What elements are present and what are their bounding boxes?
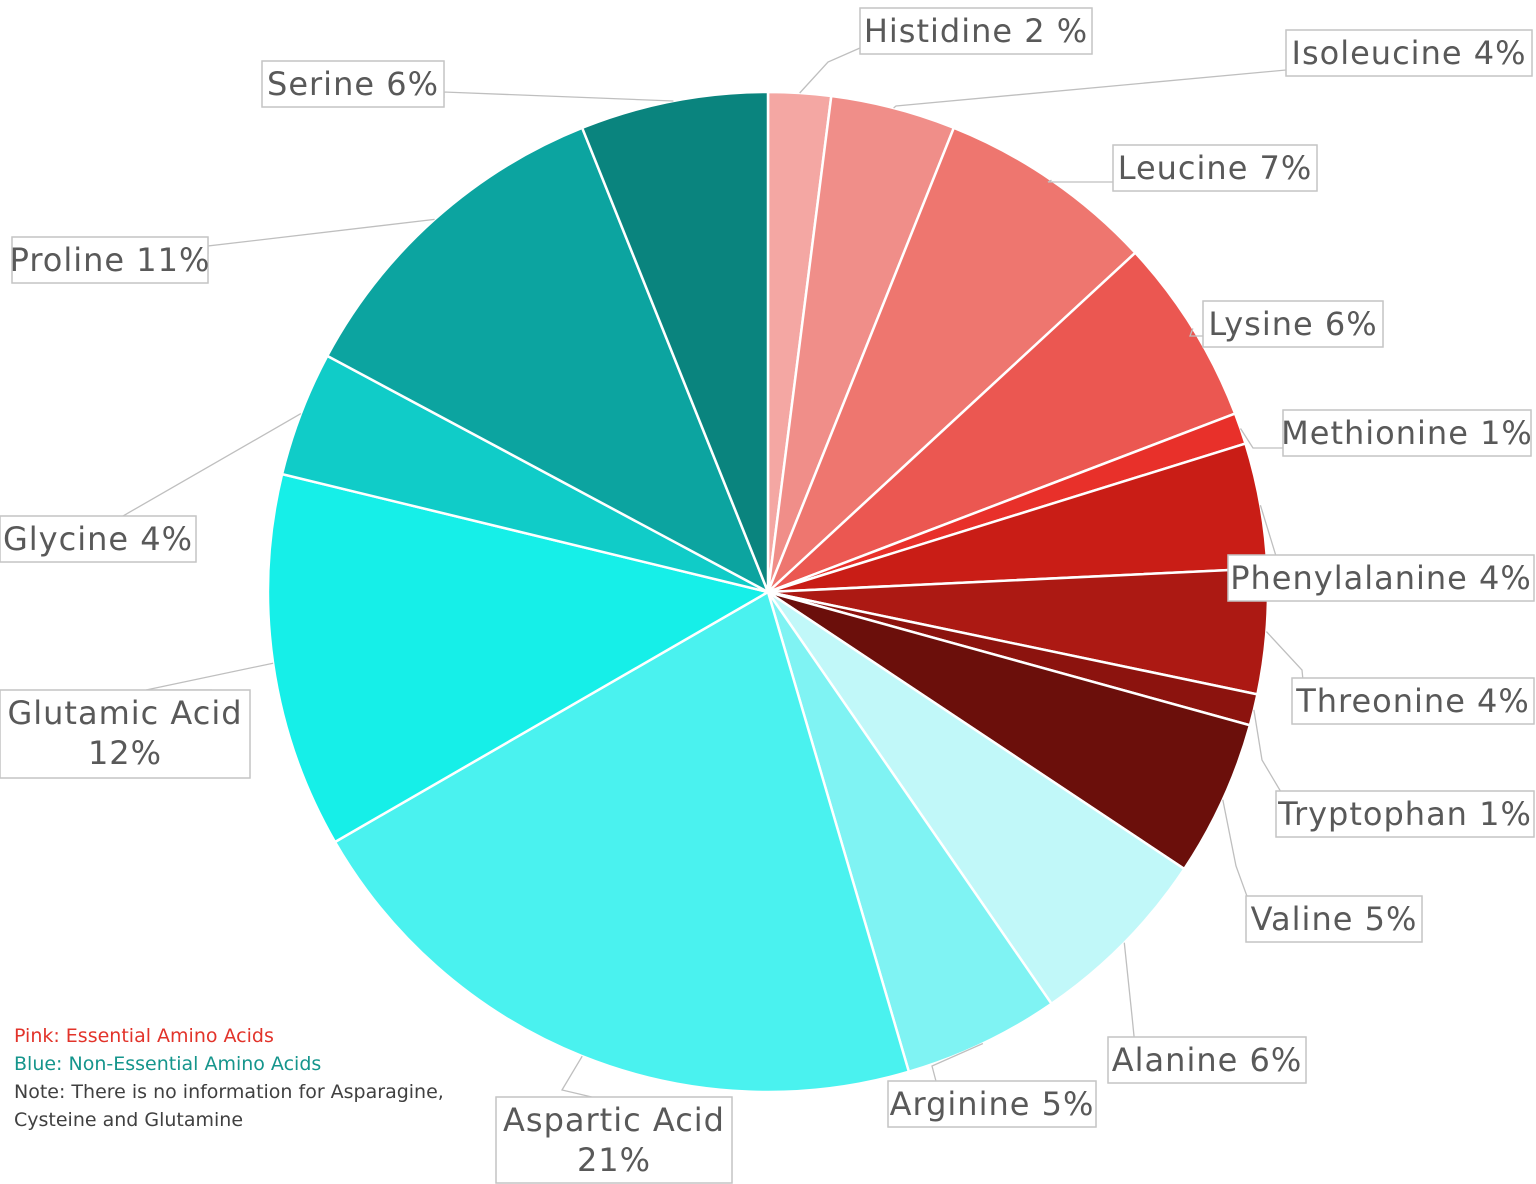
slice-label: Lysine 6%	[1202, 300, 1384, 348]
pie-slices	[266, 90, 1270, 1094]
label-text: Valine 5%	[1251, 900, 1418, 938]
slice-label: Arginine 5%	[887, 1080, 1097, 1128]
missing-data-note: Note: There is no information for Aspara…	[14, 1081, 444, 1131]
slice-label: Isoleucine 4%	[1285, 29, 1533, 77]
leader-line	[560, 1055, 597, 1099]
label-box	[0, 689, 251, 779]
label-text: Histidine 2 %	[864, 12, 1088, 50]
leader-line	[799, 47, 861, 94]
pie-slice	[767, 590, 1252, 871]
pie-slice	[325, 126, 771, 595]
label-box	[261, 60, 445, 108]
label-box	[1282, 409, 1532, 457]
leader-line	[113, 413, 302, 521]
label-text: Alanine 6%	[1112, 1041, 1302, 1079]
label-box	[1275, 790, 1535, 838]
label-text: Glutamic Acid	[7, 694, 242, 732]
label-box	[1107, 1036, 1307, 1084]
slice-label: Phenylalanine 4%	[1227, 554, 1535, 602]
leader-line	[145, 662, 274, 691]
leader-line	[1047, 179, 1113, 183]
pie-slice	[766, 591, 1054, 1074]
label-text: 12%	[88, 734, 162, 772]
label-box	[0, 515, 197, 563]
label-text: Tryptophan 1%	[1277, 795, 1532, 833]
leader-line	[893, 69, 1287, 109]
pie-slice	[766, 590, 1187, 1006]
label-box	[1112, 144, 1318, 192]
slice-label: Valine 5%	[1245, 895, 1423, 943]
label-text: Threonine 4%	[1295, 682, 1530, 720]
label-box	[11, 236, 209, 284]
label-box	[1202, 300, 1384, 348]
leader-line	[443, 91, 674, 102]
slice-label: Threonine 4%	[1291, 677, 1535, 725]
label-box	[1245, 895, 1423, 943]
label-text: Arginine 5%	[890, 1085, 1095, 1123]
label-text: Serine 6%	[267, 65, 439, 103]
label-box	[1227, 554, 1535, 602]
label-text: Lysine 6%	[1208, 305, 1377, 343]
label-text: Glycine 4%	[3, 520, 193, 558]
label-box	[1291, 677, 1535, 725]
slice-label: Histidine 2 %	[859, 7, 1093, 55]
label-text: Proline 11%	[10, 241, 211, 279]
leader-line	[1239, 428, 1283, 449]
leader-line	[1189, 328, 1203, 337]
label-box	[495, 1096, 733, 1184]
label-text: Methionine 1%	[1281, 414, 1533, 452]
label-box	[1285, 29, 1533, 77]
slice-label: Methionine 1%	[1281, 409, 1533, 457]
slice-label: Alanine 6%	[1107, 1036, 1307, 1084]
slice-label: Glycine 4%	[0, 515, 197, 563]
slice-label: Tryptophan 1%	[1275, 790, 1535, 838]
label-text: 21%	[577, 1141, 651, 1179]
label-text: Phenylalanine 4%	[1230, 559, 1532, 597]
slice-label: Leucine 7%	[1112, 144, 1318, 192]
label-text: Leucine 7%	[1118, 149, 1313, 187]
pie-slice	[766, 126, 1138, 593]
pie-slice	[266, 472, 772, 844]
label-box	[887, 1080, 1097, 1128]
slice-label: Proline 11%	[10, 236, 211, 284]
essential-note: Pink: Essential Amino Acids	[14, 1025, 274, 1047]
leader-line	[207, 218, 435, 254]
slice-labels: Histidine 2 % Isoleucine 4% Leucine 7% Lysi…	[0, 7, 1535, 1184]
slice-label: Serine 6%	[261, 60, 445, 108]
legend-notes: Pink: Essential Amino Acids Blue: Non-Es…	[14, 1022, 474, 1134]
label-box	[859, 7, 1093, 55]
label-text: Aspartic Acid	[503, 1101, 725, 1139]
non-essential-note: Blue: Non-Essential Amino Acids	[14, 1053, 322, 1075]
label-text: Isoleucine 4%	[1292, 34, 1527, 72]
